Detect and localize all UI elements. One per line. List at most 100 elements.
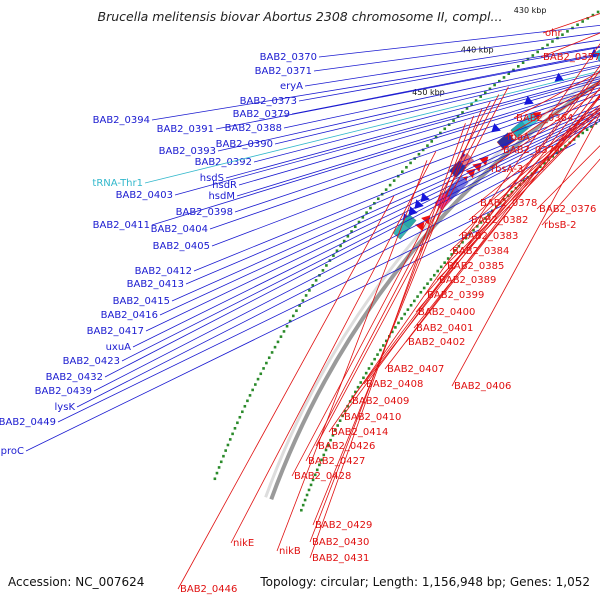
forward-gene-arrow: [421, 215, 431, 225]
gene-label-right: BAB2_0364: [516, 113, 573, 124]
tick-dot-inner: [300, 508, 303, 512]
tick-dot-outer: [243, 404, 247, 408]
tick-dot-inner: [472, 228, 475, 232]
leader-line: [500, 83, 600, 151]
tick-dot-inner: [577, 134, 580, 138]
gene-label-left: hsdR: [212, 180, 237, 191]
gene-label-left: tRNA-Thr1: [92, 178, 143, 189]
leader-line: [253, 72, 600, 163]
tick-dot-outer: [566, 30, 569, 33]
tick-dot-outer: [461, 111, 464, 114]
leader-line: [349, 69, 600, 402]
tick-dot-outer: [259, 372, 263, 376]
leader-line: [215, 54, 600, 130]
tick-dot-outer: [267, 356, 271, 360]
tick-dot-inner: [453, 249, 457, 252]
tick-dot-outer: [222, 454, 225, 458]
tick-dot-inner: [318, 463, 321, 467]
leader-line: [305, 94, 500, 462]
gene-label-right: BAB2_0385: [447, 261, 504, 272]
tick-dot-inner: [322, 453, 326, 457]
backbone-shadow: [264, 72, 600, 498]
leader-line: [144, 70, 600, 184]
tick-dot-outer: [304, 294, 308, 297]
tick-dot-outer: [373, 202, 376, 205]
leader-line: [185, 107, 600, 285]
tick-dot-outer: [248, 394, 252, 397]
leader-line: [449, 108, 600, 252]
tick-dot-outer: [311, 284, 315, 287]
leader-line: [477, 104, 600, 204]
tick-dot-inner: [391, 330, 394, 334]
tick-dot-outer: [308, 289, 311, 292]
gene-label-right: BAB2_0384: [452, 246, 509, 257]
tick-dot-outer: [521, 61, 525, 64]
leader-line: [451, 113, 600, 387]
tick-dot-outer: [288, 319, 292, 323]
tick-dot-inner: [315, 468, 319, 472]
tick-dot-outer: [346, 234, 350, 238]
gene-label-right: BAB2_0402: [408, 337, 465, 348]
tick-dot-inner: [382, 344, 385, 347]
leader-line: [291, 101, 491, 477]
leader-line: [225, 76, 600, 179]
tick-dot-outer: [236, 421, 239, 425]
gene-label-right: BAB2_0406: [454, 381, 511, 392]
leader-line: [436, 112, 600, 281]
gene-label-right: BAB2_0401: [416, 323, 473, 334]
tick-dot-outer: [353, 225, 357, 229]
gene-label-right: BAB2_0410: [344, 412, 401, 423]
gene-label-left: BAB2_0415: [113, 296, 170, 307]
gene-label-left: BAB2_0393: [159, 146, 216, 157]
tick-dot-outer: [421, 148, 425, 152]
tick-dot-inner: [320, 458, 323, 462]
tick-dot-outer: [265, 361, 268, 365]
tick-dot-inner: [416, 295, 419, 298]
tick-dot-outer: [276, 340, 280, 344]
gene-label-right: BAB2_0389: [439, 275, 496, 286]
gene-label-left: BAB2_0394: [93, 115, 150, 126]
tick-dot-inner: [443, 261, 446, 264]
gene-label-left: BAB2_0392: [195, 157, 252, 168]
tick-dot-outer: [285, 324, 289, 328]
gene-label-right: BAB2_0399: [427, 290, 484, 301]
leader-line: [25, 229, 480, 452]
reverse-gene-arrow: [554, 72, 565, 82]
tick-dot-outer: [541, 47, 544, 50]
tick-dot-outer: [291, 314, 295, 318]
tick-dot-outer: [536, 50, 539, 54]
tick-dot-outer: [526, 57, 530, 61]
tick-dot-outer: [241, 410, 244, 414]
tick-dot-outer: [571, 26, 574, 30]
gene-label-right: BAB2_0414: [331, 427, 388, 438]
tick-dot-inner: [305, 493, 309, 497]
gene-label-right: rbsA-3: [491, 164, 523, 175]
tick-dot-outer: [301, 299, 305, 302]
tick-dot-outer: [596, 10, 600, 14]
tick-dot-outer: [512, 68, 515, 72]
tick-dot-outer: [434, 135, 438, 139]
tick-dot-outer: [474, 99, 478, 102]
tick-dot-inner: [498, 201, 502, 205]
tick-dot-inner: [301, 503, 305, 507]
gene-label-right: BAB2_0407: [387, 364, 444, 375]
tick-dot-outer: [470, 103, 473, 106]
tick-dot-outer: [314, 279, 318, 282]
leader-line: [298, 46, 600, 102]
gene-label-right: BAB2_0376: [539, 204, 596, 215]
tick-dot-inner: [385, 339, 388, 343]
tick-dot-outer: [219, 460, 223, 464]
tick-dot-inner: [343, 409, 347, 413]
tick-dot-outer: [217, 466, 221, 469]
tick-dot-outer: [335, 249, 339, 253]
tick-dot-inner: [419, 290, 423, 294]
gene-label-left: hsdM: [208, 191, 235, 202]
tick-dot-inner: [559, 148, 563, 151]
tick-dot-inner: [538, 165, 542, 168]
leader-line: [276, 160, 428, 552]
leader-line: [236, 84, 600, 197]
tick-dot-inner: [311, 478, 315, 482]
kbp-tick-label: 440 kbp: [461, 46, 494, 55]
tick-dot-inner: [506, 194, 510, 197]
tick-dot-inner: [359, 381, 363, 384]
